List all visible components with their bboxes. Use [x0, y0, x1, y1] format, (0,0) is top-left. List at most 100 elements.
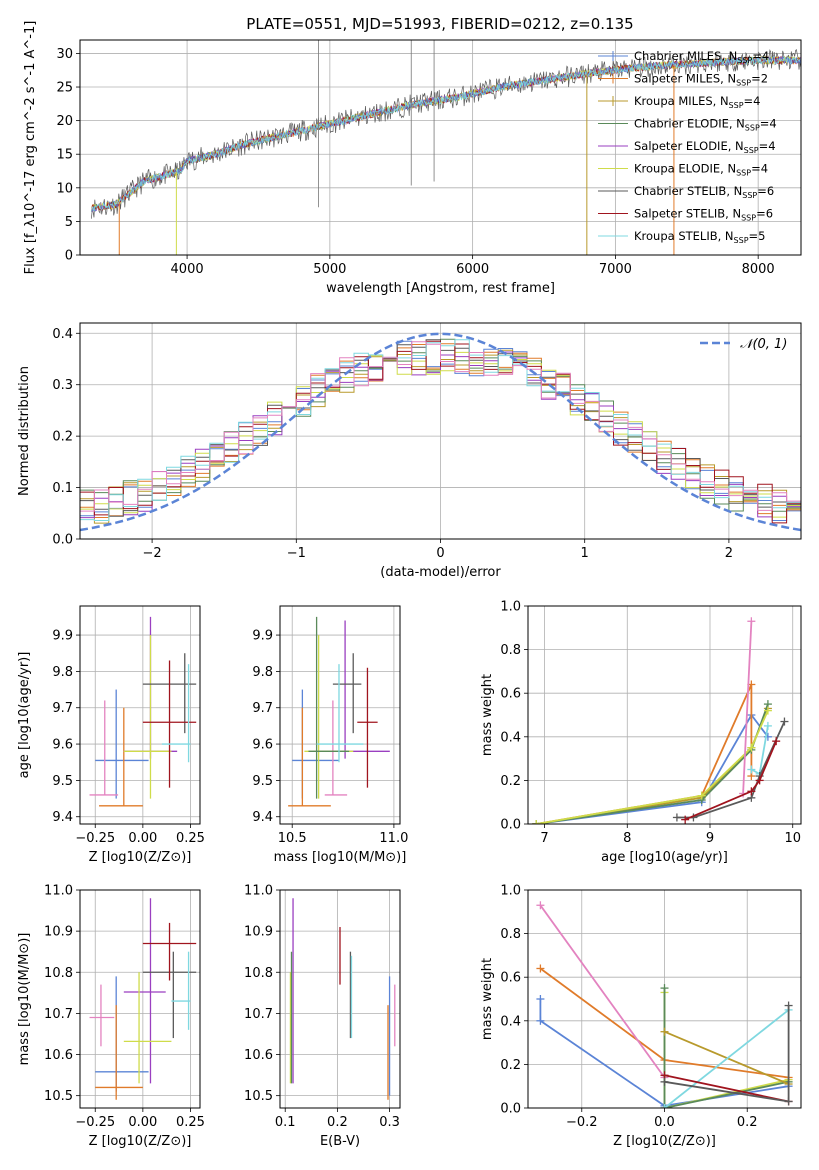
x-axis-label: Z [log10(Z/Z⊙)] [89, 1134, 192, 1149]
y-tick-label: 0.4 [500, 730, 521, 745]
x-tick-label: 5000 [313, 262, 346, 277]
y-tick-label: 9.6 [252, 738, 273, 753]
x-tick-label: −0.25 [75, 831, 115, 846]
x-tick-label: 0.3 [379, 1115, 400, 1130]
x-tick-label: 7000 [599, 262, 632, 277]
weight-marker-cyan [763, 721, 772, 730]
y-axis-label: age [log10(age/yr)] [17, 652, 32, 779]
legend-label: Chabrier MILES, NSSP=4 [634, 49, 769, 65]
errorbar-purple [123, 898, 166, 1084]
weight-line-blue [539, 999, 789, 1107]
y-tick-label: 9.5 [52, 774, 73, 789]
x-tick-label: 0.00 [128, 1115, 157, 1130]
errorbar-red [142, 660, 197, 788]
x-tick-label: 0.00 [128, 831, 157, 846]
y-tick-label: 0.2 [500, 774, 521, 789]
y-tick-label: 0.3 [52, 378, 73, 393]
weight-marker-yellow [747, 743, 756, 752]
weight-marker-yellow [532, 820, 541, 824]
y-tick-label: 10.9 [44, 925, 73, 940]
y-tick-label: 10 [56, 181, 73, 196]
axes-frame [79, 322, 802, 540]
legend-label: Kroupa ELODIE, NSSP=4 [634, 162, 768, 178]
x-tick-label: 6000 [456, 262, 489, 277]
errorbar-yellow [123, 972, 172, 1084]
x-tick-label: 11.0 [379, 831, 408, 846]
errorbar-orange [95, 1005, 143, 1100]
legend-label: Salpeter MILES, NSSP=2 [634, 72, 768, 88]
errorbar-yellow [304, 635, 354, 799]
x-axis-label: age [log10(age/yr)] [601, 850, 728, 865]
weight-line-yellow [663, 992, 789, 1108]
weight-marker-gray [784, 1097, 793, 1106]
weight-marker-cyan [747, 765, 756, 774]
y-tick-label: 0.0 [52, 533, 73, 548]
y-tick-label: 9.6 [52, 738, 73, 753]
weight-line-orange [536, 684, 753, 824]
y-tick-label: 0.8 [500, 927, 521, 942]
panel-residuals: −2 −1 0 1 2 0.0 0.1 0.2 0.3 0.4 (data-model)/error… [17, 322, 802, 580]
y-tick-label: 9.4 [52, 810, 73, 825]
axes-frame [527, 889, 802, 1109]
y-tick-label: 1.0 [500, 600, 521, 615]
weight-marker-gray [784, 1001, 793, 1010]
weight-line-gray [664, 1005, 790, 1103]
y-axis-label: mass [log10(M/M⊙)] [17, 933, 32, 1066]
ticks: −2 −1 0 1 2 0.0 0.1 0.2 0.3 0.4 [52, 327, 733, 561]
y-axis-label: mass weight [480, 958, 495, 1040]
x-axis-label: (data-model)/error [380, 565, 501, 580]
panel-spectrum: 4000 5000 6000 7000 8000 0 5 10 15 20 25 30 waveleng… [23, 21, 802, 296]
weight-marker-blue [536, 1016, 545, 1025]
x-tick-label: 8 [623, 831, 631, 846]
axes-frame [79, 889, 201, 1109]
plot-area [80, 332, 801, 532]
y-tick-label: 10.6 [244, 1048, 273, 1063]
axes-frame [527, 605, 802, 825]
x-axis-label: mass [log10(M/M⊙)] [274, 850, 407, 865]
weight-line-pink [539, 904, 666, 1079]
errorbar-green [308, 616, 350, 799]
y-tick-label: 5 [65, 215, 73, 230]
weight-marker-cyan [660, 1104, 669, 1108]
histogram-pink [80, 341, 801, 529]
plot-area [536, 901, 793, 1108]
ticks: −0.25 0.00 0.25 9.4 9.5 9.6 9.7 9.8 9.9 [52, 629, 205, 846]
y-tick-label: 1.0 [500, 884, 521, 899]
ticks: 10.5 11.0 9.4 9.5 9.6 9.7 9.8 9.9 [252, 629, 408, 846]
x-axis-label: Z [log10(Z/Z⊙)] [613, 1134, 716, 1149]
x-axis-label: Z [log10(Z/Z⊙)] [89, 850, 192, 865]
panel-mass_vs_EBV: 0.1 0.2 0.3 10.5 10.6 10.7 10.8 10.9 11.0 E(B-V) [244, 884, 401, 1149]
x-tick-label: 0.25 [176, 1115, 205, 1130]
y-tick-label: 9.9 [52, 629, 73, 644]
y-tick-label: 10.8 [44, 966, 73, 981]
weight-marker-blue [536, 995, 545, 1003]
ticks: −0.2 0.0 0.2 0.0 0.2 0.4 0.6 0.8 1.0 [500, 884, 757, 1131]
y-tick-label: 9.9 [252, 629, 273, 644]
errorbar-gray [332, 653, 362, 734]
x-tick-label: 4000 [171, 262, 204, 277]
errorbar-pink [89, 984, 115, 1047]
ticks: 7 8 9 10 0.0 0.2 0.4 0.6 0.8 1.0 [500, 600, 801, 847]
weight-line-red [664, 1074, 789, 1103]
legend-label: Salpeter ELODIE, NSSP=4 [634, 139, 776, 155]
plot-area [91, 40, 801, 255]
weight-marker-gray [660, 1077, 669, 1086]
figure-title: PLATE=0551, MJD=51993, FIBERID=0212, z=0… [246, 15, 633, 33]
errorbar-red [357, 667, 378, 788]
errorbar-orange [288, 707, 331, 807]
weight-line-red [684, 740, 778, 821]
y-tick-label: 0.1 [52, 481, 73, 496]
y-tick-label: 0.2 [52, 430, 73, 445]
errorbar-purple [312, 620, 390, 759]
errorbar-yellow [123, 635, 172, 799]
panel-massweight_vs_Z: −0.2 0.0 0.2 0.0 0.2 0.4 0.6 0.8 1.0 Z [log10(Z/Z… [480, 884, 802, 1149]
weight-marker-olive [660, 1027, 669, 1036]
errorbar-cyan [316, 664, 364, 763]
y-tick-label: 9.5 [252, 774, 273, 789]
x-tick-label: 0.2 [737, 1115, 758, 1130]
y-tick-label: 30 [56, 47, 73, 62]
y-tick-label: 0.8 [500, 643, 521, 658]
weight-marker-red [772, 737, 781, 746]
axes-frame [79, 605, 201, 825]
